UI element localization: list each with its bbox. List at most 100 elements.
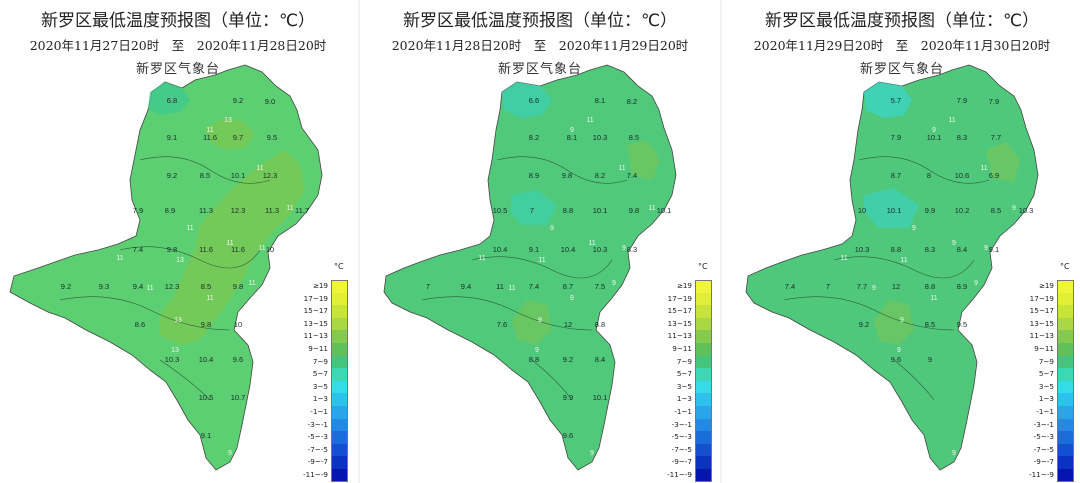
- legend-label: -5~-3: [1033, 432, 1054, 442]
- legend-swatch: [1057, 330, 1074, 343]
- legend-unit: °C: [334, 262, 344, 271]
- legend-swatch: [331, 355, 348, 369]
- legend-entry: -7~-5: [664, 443, 716, 457]
- region-shape: [9, 64, 323, 471]
- station-value: 8.2: [627, 97, 637, 106]
- station-value: 8.3: [627, 245, 637, 254]
- station-value: 7.9: [989, 97, 999, 106]
- legend-label: -1~1: [674, 407, 692, 416]
- isoline-label: 9: [932, 127, 936, 134]
- legend-swatch: [1057, 418, 1074, 432]
- map-panel-2: 6.6 8.1 8.2 8.2 8.1 10.3 8.5 9.8 8.2 7.4 8.9 10.5 7 8…: [362, 0, 718, 483]
- legend-swatch: [1057, 406, 1074, 419]
- legend-swatch: [331, 456, 348, 469]
- legend-entry: -3~-1: [1026, 418, 1078, 432]
- station-value: 9.2: [233, 96, 243, 105]
- station-value: 8.5: [925, 320, 935, 329]
- legend-label: 7~9: [676, 356, 692, 366]
- legend-label: -9~-7: [307, 457, 328, 467]
- legend-swatch: [1057, 292, 1074, 306]
- station-value: 7.4: [133, 245, 143, 254]
- region-map: 5.7 7.9 7.97.9 10.1 8.3 7.78 10.6 6.98.710 10.1 9…: [745, 64, 1039, 471]
- station-value: 8.5: [201, 282, 211, 291]
- station-value: 9.8: [629, 206, 639, 215]
- isoline-label: 9: [538, 317, 542, 324]
- legend-label: -7~-5: [1033, 444, 1054, 454]
- station-value: 10.3: [593, 245, 608, 254]
- region-map: 6.6 8.1 8.2 8.2 8.1 10.3 8.5 9.8 8.2 7.4 8.9 10.5 7 8…: [383, 64, 677, 471]
- station-name: 新罗区气象台: [859, 62, 944, 77]
- legend-swatch: [1057, 456, 1074, 469]
- legend-label: 5~7: [312, 369, 328, 379]
- legend-entry: -7~-5: [1026, 443, 1078, 457]
- map-title: 新罗区最低温度预报图（单位：℃）: [764, 11, 1040, 31]
- station-value: 9.3: [99, 282, 109, 291]
- isoline-label: 11: [286, 205, 293, 212]
- station-value: 12.3: [263, 171, 278, 180]
- legend-label: 3~5: [1038, 381, 1054, 391]
- legend-swatch: [1057, 393, 1074, 406]
- isoline-label: 11: [206, 295, 213, 302]
- station-value: 10.1: [927, 133, 942, 142]
- isoline-label: 11: [508, 285, 515, 292]
- station-value: 9.2: [167, 171, 177, 180]
- legend-swatch: [331, 406, 348, 419]
- legend-label: 15~17: [667, 306, 692, 316]
- legend-swatch: [331, 431, 348, 444]
- station-value: 8.9: [165, 206, 175, 215]
- legend-swatch: [331, 469, 348, 482]
- legend-entry: 13~15: [1026, 317, 1078, 331]
- isoline-label: 9: [228, 450, 232, 457]
- legend-swatch: [695, 330, 712, 343]
- station-value: 9.6: [891, 355, 901, 364]
- legend-label: 7~9: [312, 356, 328, 366]
- legend-label: 9~11: [308, 344, 328, 353]
- legend-entry: 1~3: [1026, 393, 1078, 406]
- station-value: 10.3: [855, 245, 870, 254]
- legend-swatch: [1057, 343, 1074, 356]
- station-value: 8.8: [595, 320, 605, 329]
- isoline-label: 11: [248, 280, 255, 287]
- warm-zone: [874, 300, 914, 345]
- isoline-label: 11: [948, 117, 955, 124]
- station-value: 8.9: [529, 171, 539, 180]
- station-value: 8.6: [135, 320, 145, 329]
- map-title: 新罗区最低温度预报图（单位：℃）: [40, 11, 316, 31]
- station-value: 9.1: [529, 245, 539, 254]
- isoline-label: 9: [1012, 205, 1016, 212]
- legend-label: ≥19: [312, 281, 328, 290]
- station-value: 8.9: [957, 282, 967, 291]
- warm-zone-2: [205, 118, 255, 150]
- legend-swatch: [695, 280, 712, 293]
- legend-unit: °C: [1060, 262, 1070, 271]
- station-value: 8.8: [925, 282, 935, 291]
- station-value: 7.4: [627, 171, 637, 180]
- legend-swatch: [331, 368, 348, 381]
- isoline: [783, 156, 990, 401]
- region-shape: [383, 64, 677, 471]
- station-value: 8.5: [200, 171, 210, 180]
- legend-swatch: [331, 393, 348, 406]
- station-value: 8.7: [563, 282, 573, 291]
- legend-label: -11~-9: [1029, 470, 1054, 479]
- cool-zone-2: [864, 188, 919, 228]
- legend-entry: 11~13: [664, 330, 716, 343]
- region-map: 6.8 9.2 9.0 9.1 11.6 9.7 9.5 8.5 10.1 12.3 9.2 7.9 8…: [9, 64, 323, 471]
- legend-entry: -11~-9: [664, 469, 716, 482]
- station-value: 7.9: [891, 133, 901, 142]
- legend-label: -1~1: [310, 407, 328, 416]
- isoline-label: 9: [535, 347, 539, 354]
- legend-swatch: [331, 330, 348, 343]
- legend-entry: -1~1: [300, 406, 352, 419]
- legend-label: -11~-9: [303, 470, 328, 479]
- isoline-label: 13: [176, 257, 184, 264]
- legend-entry: -9~-7: [1026, 456, 1078, 469]
- legend-swatch: [331, 443, 348, 457]
- station-value: 9.1: [167, 133, 177, 142]
- isoline-label: 11: [618, 165, 625, 172]
- isoline-label: 11: [648, 205, 655, 212]
- legend-label: 3~5: [312, 381, 328, 391]
- legend-label: 13~15: [1029, 318, 1054, 328]
- station-value: 11.6: [231, 245, 245, 254]
- station-value: 9.9: [925, 206, 935, 215]
